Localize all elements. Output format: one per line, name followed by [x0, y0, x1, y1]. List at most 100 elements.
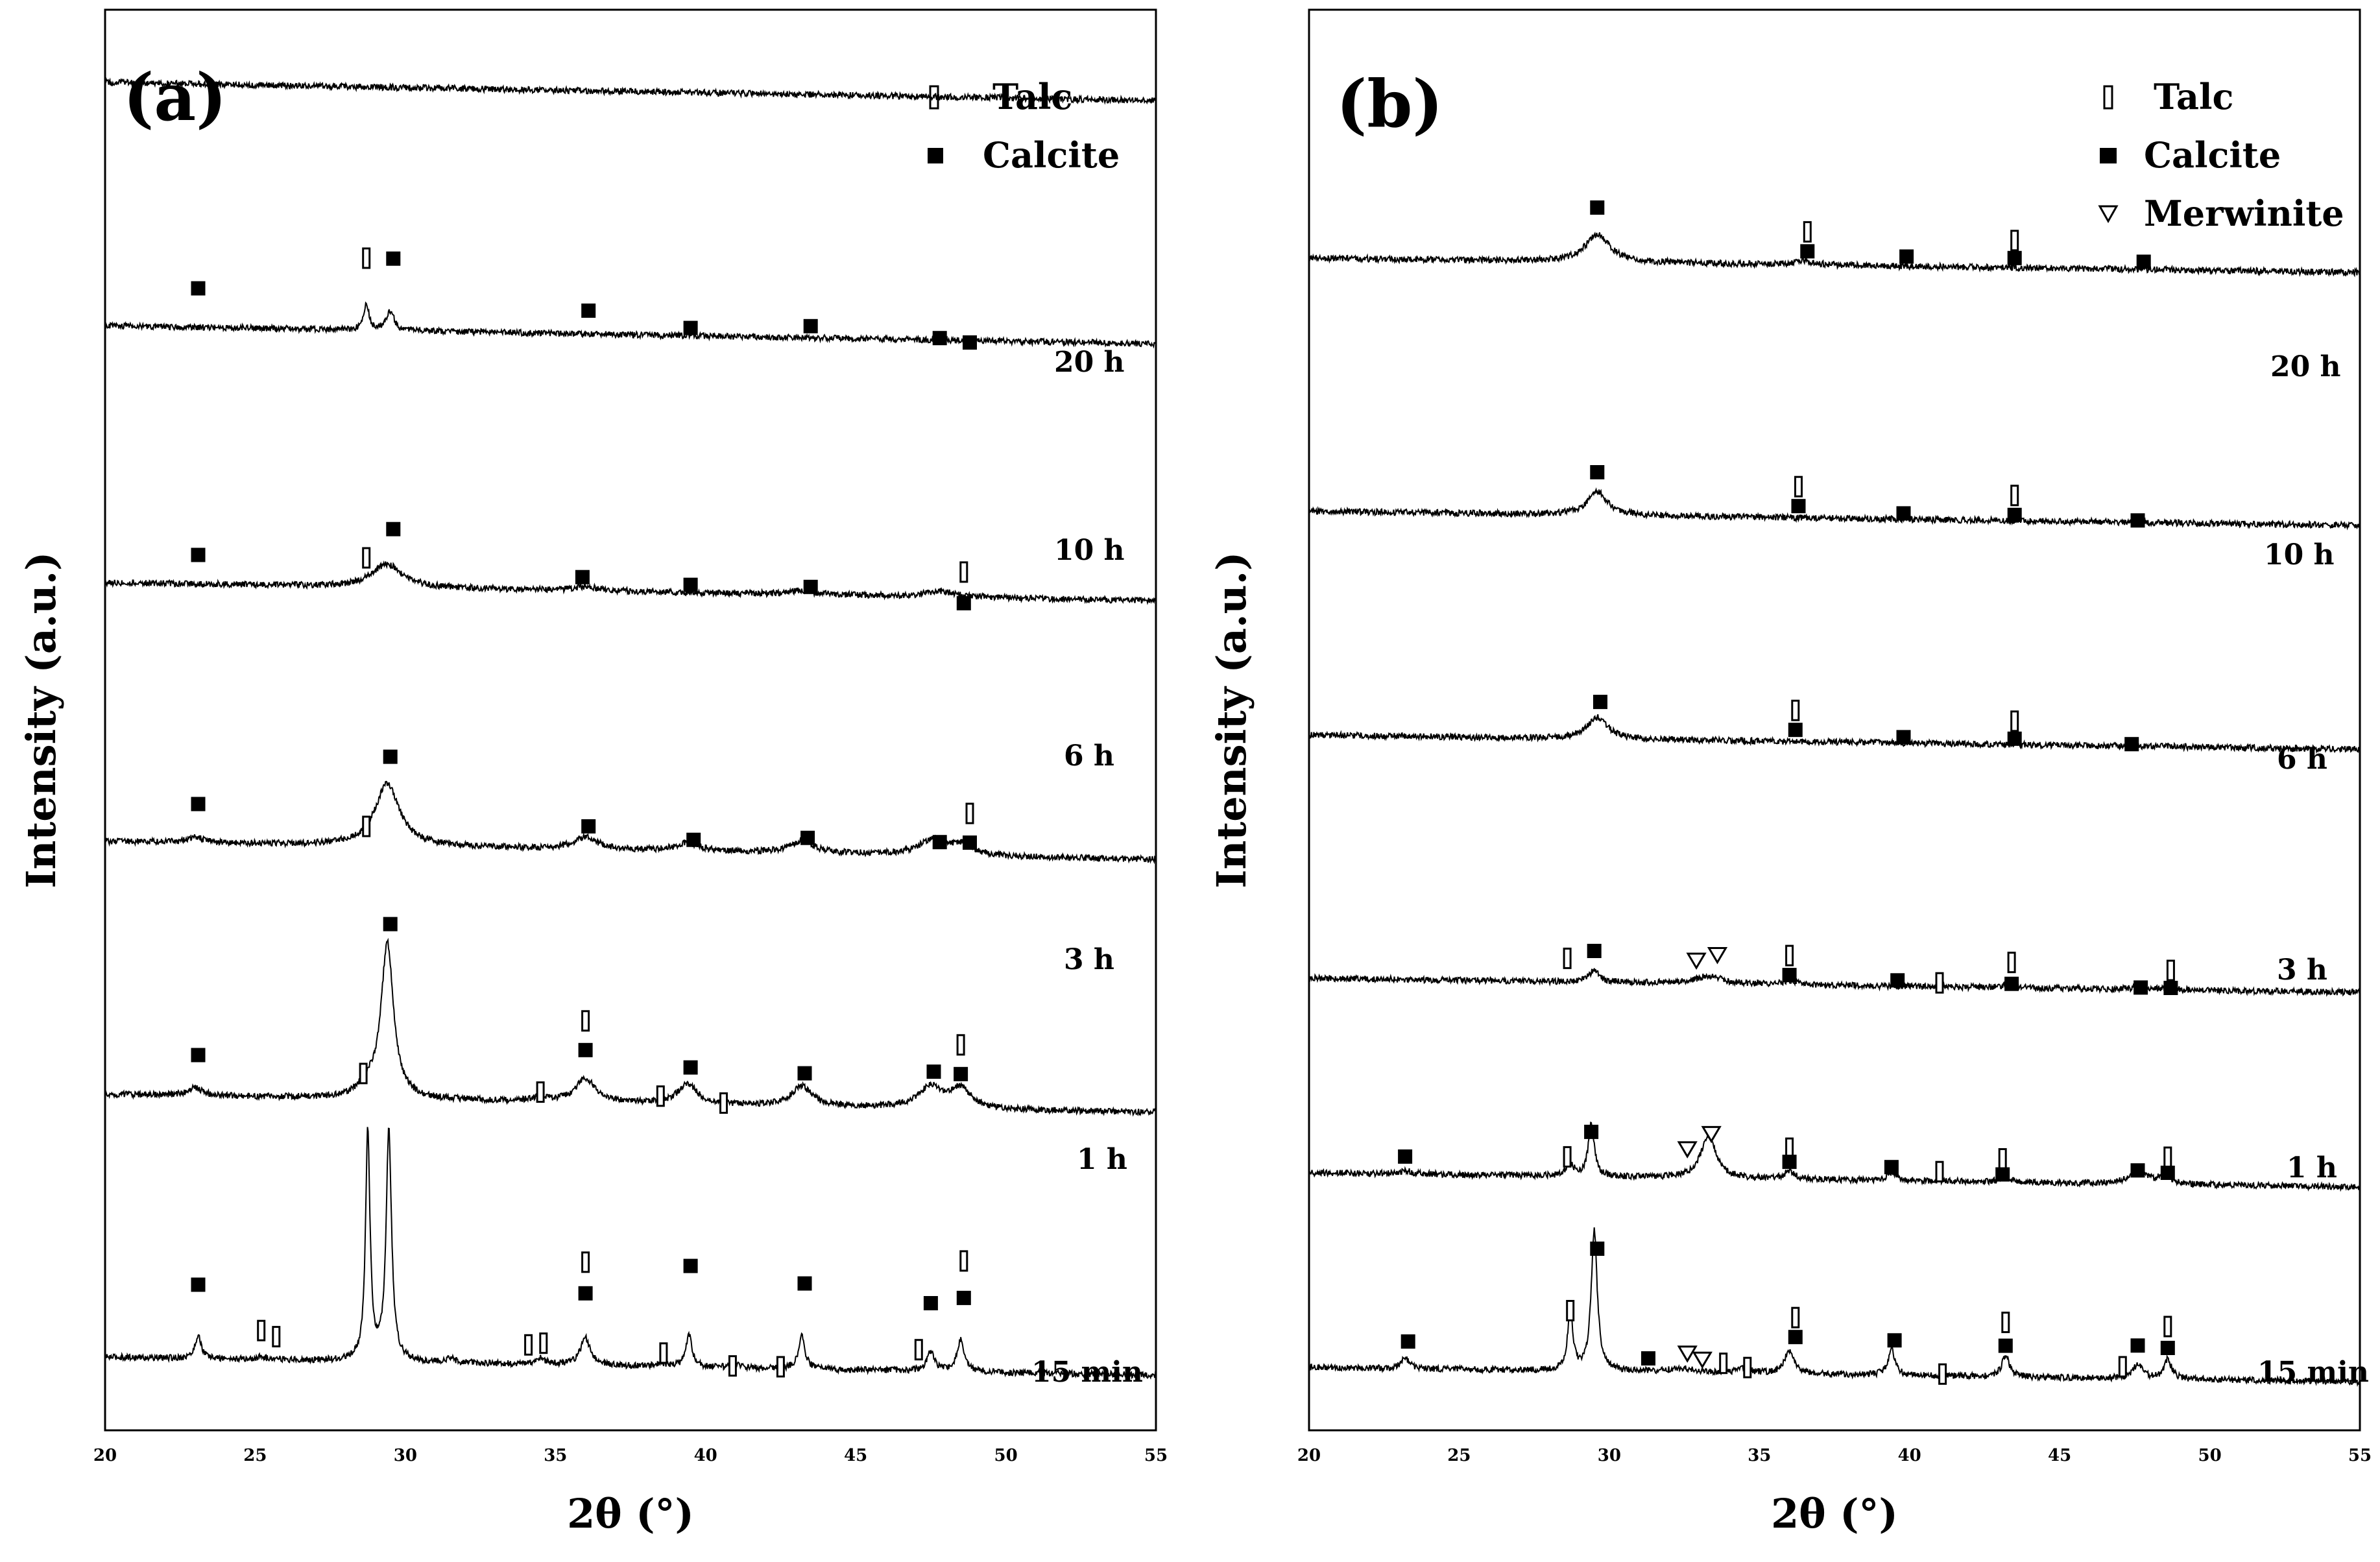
legend-talc-label: Talc	[2154, 76, 2233, 117]
calcite-marker	[383, 917, 398, 931]
merwinite-marker	[1677, 1345, 1698, 1363]
xrd-pattern-a-15min	[104, 1127, 1157, 1380]
calcite-marker	[2163, 981, 2178, 995]
calcite-marker	[1791, 499, 1806, 514]
calcite-marker	[2007, 507, 2022, 522]
tick-label: 25	[1447, 1446, 1471, 1465]
calcite-marker	[1800, 244, 1815, 259]
legend-merwinite-label: Merwinite	[2144, 193, 2344, 234]
calcite-marker	[923, 1296, 938, 1310]
xrd-pattern-b-6h	[1308, 714, 2361, 754]
panel-b-curve-label-3h: 3 h	[2277, 954, 2327, 987]
talc-marker	[1743, 1356, 1752, 1378]
tick-label: 30	[394, 1446, 417, 1465]
calcite-marker	[1887, 1333, 1902, 1348]
talc-marker	[1791, 1306, 1800, 1328]
tick-label: 35	[544, 1446, 567, 1465]
legend-talc-label: Talc	[992, 76, 1072, 117]
calcite-marker	[2134, 980, 2148, 995]
calcite-marker	[2007, 731, 2022, 746]
panel-b-markers	[1398, 200, 2178, 1385]
calcite-marker	[963, 335, 977, 350]
tick-label: 25	[243, 1446, 267, 1465]
talc-marker	[1938, 1363, 1947, 1385]
calcite-marker	[1641, 1351, 1655, 1366]
panel-b-curve-label-6h: 6 h	[2277, 743, 2327, 776]
calcite-marker	[932, 835, 947, 850]
panel-b-x-axis-title: 2θ (°)	[1771, 1490, 1898, 1537]
panel-b: (b) Talc Calcite Merwinite 20 h 10 h 6 h…	[1208, 8, 2372, 1537]
calcite-marker	[2130, 1163, 2145, 1178]
calcite-marker	[578, 1042, 593, 1057]
legend-talc-marker	[2103, 85, 2113, 110]
panel-a-label: (a)	[123, 59, 226, 136]
panel-a-legend: Talc Calcite	[928, 76, 1120, 176]
calcite-marker	[1890, 973, 1905, 988]
tick-label: 45	[844, 1446, 867, 1465]
panel-a-y-axis-title: Intensity (a.u.)	[18, 551, 65, 888]
legend-calcite-label: Calcite	[983, 134, 1120, 176]
talc-marker	[965, 802, 974, 824]
talc-marker	[2010, 485, 2019, 507]
talc-marker	[2163, 1316, 2172, 1338]
calcite-marker	[1788, 1330, 1803, 1345]
calcite-marker	[2007, 250, 2022, 265]
tick-label: 40	[694, 1446, 717, 1465]
calcite-marker	[386, 522, 401, 536]
merwinite-marker	[1677, 1141, 1698, 1159]
panel-b-frame	[1308, 8, 2361, 1432]
panel-a-curve-label-20h: 20 h	[1054, 346, 1125, 379]
calcite-marker	[800, 830, 815, 845]
calcite-marker	[956, 1290, 971, 1305]
calcite-marker	[1587, 944, 1602, 958]
calcite-marker	[191, 1277, 206, 1292]
calcite-marker	[1788, 723, 1803, 738]
talc-marker	[2010, 230, 2019, 252]
calcite-marker	[2160, 1341, 2175, 1355]
calcite-marker	[1998, 1338, 2013, 1353]
calcite-marker	[797, 1276, 812, 1291]
talc-marker	[959, 1250, 968, 1272]
calcite-marker	[932, 331, 947, 346]
xrd-pattern-b-1h	[1308, 1122, 2361, 1192]
panel-a-x-ticks: 20 25 30 35 40 45 50 55	[93, 1446, 1168, 1465]
panel-a-curve-label-6h: 6 h	[1064, 739, 1114, 773]
legend-calcite-marker	[928, 148, 943, 163]
talc-marker	[1563, 947, 1572, 969]
calcite-marker	[1590, 465, 1605, 479]
talc-marker	[1935, 1160, 1944, 1183]
talc-marker	[362, 547, 371, 569]
panel-a: (a) Talc Calcite 20 h 10 h 6 h 3 h 1 h 1…	[18, 8, 1168, 1537]
tick-label: 50	[2198, 1446, 2222, 1465]
talc-marker	[719, 1092, 728, 1114]
talc-marker	[1803, 221, 1812, 243]
talc-marker	[776, 1356, 785, 1378]
tick-label: 45	[2048, 1446, 2071, 1465]
talc-marker	[2001, 1312, 2010, 1334]
calcite-marker	[1884, 1160, 1899, 1175]
calcite-marker	[383, 749, 398, 764]
calcite-marker	[1590, 1242, 1605, 1256]
calcite-marker	[1782, 968, 1797, 983]
tick-label: 30	[1598, 1446, 1621, 1465]
talc-marker	[914, 1339, 923, 1361]
xrd-pattern-a-3h	[104, 780, 1157, 865]
talc-marker	[257, 1319, 266, 1341]
panel-b-legend: Talc Calcite Merwinite	[2098, 76, 2344, 234]
talc-marker	[959, 561, 968, 583]
calcite-marker	[963, 835, 977, 850]
panel-a-curve-label-1h: 1 h	[1077, 1143, 1127, 1176]
panel-b-label: (b)	[1336, 66, 1443, 142]
calcite-marker	[2136, 254, 2151, 269]
calcite-marker	[1896, 506, 1911, 521]
merwinite-marker	[1686, 952, 1707, 970]
panel-b-curve-label-20h: 20 h	[2270, 350, 2341, 383]
tick-label: 50	[994, 1446, 1018, 1465]
xrd-pattern-b-3h	[1308, 968, 2361, 997]
legend-calcite-marker	[2100, 148, 2117, 163]
calcite-marker	[1896, 730, 1911, 745]
calcite-marker	[2160, 1166, 2175, 1180]
xrd-pattern-a-10h	[104, 301, 1157, 349]
panel-b-curve-label-15min: 15 min	[2257, 1356, 2369, 1389]
